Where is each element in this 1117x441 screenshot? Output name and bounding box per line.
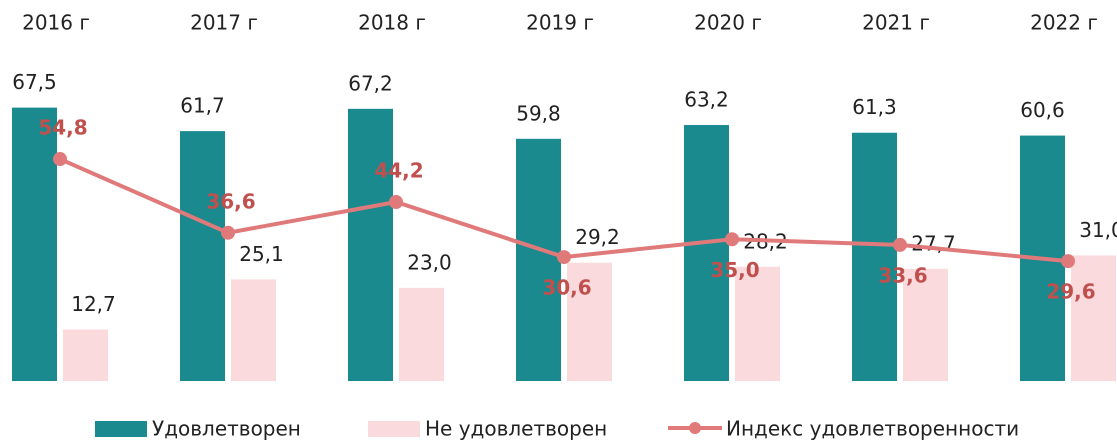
value-label: 27,7 [911, 231, 956, 255]
category-label: 2017 г [190, 11, 258, 35]
bar [231, 279, 276, 381]
value-label: 31,0 [1079, 218, 1117, 242]
bar [903, 268, 948, 381]
bar [1071, 255, 1116, 381]
bar [567, 262, 612, 381]
line-marker [53, 152, 67, 167]
legend-label: Индекс удовлетворенности [726, 417, 1019, 441]
value-label: 61,7 [180, 94, 225, 118]
line-value-label: 29,6 [1046, 280, 1095, 304]
line-value-label: 35,0 [710, 258, 759, 282]
line-marker [389, 194, 403, 209]
category-label: 2018 г [358, 11, 426, 35]
value-label: 63,2 [684, 88, 729, 112]
bar [852, 132, 897, 381]
legend-swatch [368, 421, 420, 437]
line-value-label: 44,2 [374, 158, 423, 182]
value-label: 29,2 [575, 225, 620, 249]
category-label: 2021 г [862, 11, 930, 35]
legend-label: Не удовлетворен [425, 417, 607, 441]
bar [399, 287, 444, 381]
value-label: 59,8 [516, 101, 561, 125]
bar [348, 108, 393, 381]
value-label: 25,1 [239, 242, 284, 266]
bar [12, 107, 57, 381]
category-label: 2016 г [22, 11, 90, 35]
value-label: 67,5 [12, 70, 57, 94]
category-label: 2022 г [1030, 11, 1098, 35]
line-marker [725, 232, 739, 247]
value-label: 61,3 [852, 95, 897, 119]
legend-label: Удовлетворен [152, 417, 301, 441]
line-marker [893, 237, 907, 252]
category-label: 2020 г [694, 11, 762, 35]
bar [180, 131, 225, 381]
value-label: 12,7 [71, 292, 116, 316]
line-value-label: 30,6 [542, 276, 591, 300]
legend-swatch [95, 421, 147, 437]
bar [63, 329, 108, 381]
line-marker [557, 250, 571, 265]
value-label: 23,0 [407, 250, 452, 274]
bar [516, 138, 561, 381]
value-label: 67,2 [348, 71, 393, 95]
line-marker [1061, 254, 1075, 269]
line-marker [221, 225, 235, 240]
legend-swatch [689, 422, 701, 434]
line-value-label: 54,8 [38, 116, 87, 140]
line-value-label: 36,6 [206, 189, 255, 213]
value-label: 60,6 [1020, 98, 1065, 122]
bar [735, 266, 780, 381]
bar [684, 125, 729, 381]
line-value-label: 33,6 [878, 263, 927, 287]
category-label: 2019 г [526, 11, 594, 35]
